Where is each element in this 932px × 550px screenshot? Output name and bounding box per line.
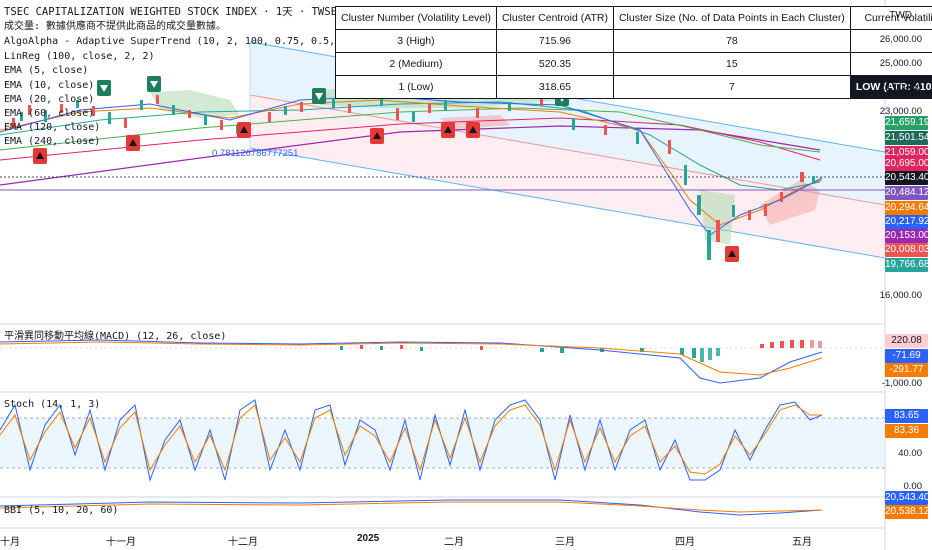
table-cell: 2 (Medium) [335,52,497,76]
stoch-label[interactable]: Stoch (14, 1, 3) [4,399,101,410]
table-row: 3 (High) 715.96 78 [335,29,932,53]
table-header-row: Cluster Number (Volatility Level) Cluste… [335,6,932,30]
macd-pane [0,339,885,384]
table-cell: 3 (High) [335,29,497,53]
table-header-cell: Cluster Number (Volatility Level) [335,6,497,30]
buy-signal-marker [725,246,739,262]
linreg-value-label: 0.781126786777251 [212,148,299,159]
indicator-ema-10[interactable]: EMA (10, close) [4,80,95,91]
currency-label[interactable]: TWD [889,10,912,21]
price-badge: 20,153.00 [885,229,930,243]
table-header-cell: Cluster Size (No. of Data Points in Each… [612,6,851,30]
bbi-ma-badge: 20,538.12 [885,505,930,519]
indicator-ema-60[interactable]: EMA (60, close) [4,108,95,119]
stoch-pane [0,399,885,482]
bbi-pane [0,499,823,516]
table-row: 1 (Low) 318.65 7 LOW (ATR: 410.47) [335,75,932,99]
table-cell: 318.65 [495,75,614,99]
price-badge: 20,294.64 [885,201,930,215]
price-tick: 16,000.00 [879,290,922,301]
volume-note: 成交量: 數據供應商不提供此商品的成交量數據。 [4,21,227,32]
sell-signal-marker [147,76,161,92]
stoch-tick: 0.00 [903,481,923,492]
macd-signal-badge: -291.77 [885,363,928,377]
sell-signal-marker [312,88,326,104]
price-badge: 20,008.03 [885,243,930,257]
candles [12,95,815,260]
price-badge: 20,695.00 [885,157,930,171]
table-row: 2 (Medium) 520.35 15 [335,52,932,76]
macd-tick: -1,000.00 [881,378,922,389]
chart-title: TSEC CAPITALIZATION WEIGHTED STOCK INDEX… [4,6,337,18]
price-badge: 20,217.92 [885,215,930,229]
price-badge: 20,484.12 [885,186,930,200]
table-header-cell: Cluster Centroid (ATR) [495,6,614,30]
price-tick: 24,000.00 [879,82,922,93]
time-tick: 五月 [792,537,812,548]
stoch-d-badge: 83.36 [885,424,928,438]
time-tick: 二月 [444,537,464,548]
indicator-ema-240[interactable]: EMA (240, close) [4,136,101,147]
indicator-supertrend[interactable]: AlgoAlpha - Adaptive SuperTrend (10, 2, … [4,36,420,47]
macd-label[interactable]: 平滑異同移動平均線(MACD) (12, 26, close) [4,331,227,342]
table-cell: 78 [612,29,851,53]
buy-signal-marker [441,122,455,138]
price-badge: 21,059.00 [885,146,930,160]
buy-signal-marker [126,135,140,151]
macd-hist-badge: 220.08 [885,334,928,348]
buy-signal-marker [237,122,251,138]
time-tick: 十二月 [228,537,258,548]
time-tick: 四月 [675,537,695,548]
price-badge: 21,659.19 [885,116,930,130]
buy-signal-marker [370,128,384,144]
price-tick: 26,000.00 [879,34,922,45]
stoch-k-badge: 83.65 [885,409,928,423]
indicator-linreg[interactable]: LinReg (100, close, 2, 2) [4,51,155,62]
indicator-ema-20[interactable]: EMA (20, close) [4,94,95,105]
current-volatility-cell: LOW (ATR: 410.47) [849,75,932,99]
price-badge: 19,766.68 [885,258,930,272]
table-cell: 7 [612,75,851,99]
time-tick: 十一月 [106,537,136,548]
time-tick: 2025 [357,533,380,544]
buy-signal-marker [33,148,47,164]
table-cell: 15 [612,52,851,76]
indicator-ema-5[interactable]: EMA (5, close) [4,65,89,76]
time-tick: 三月 [555,537,575,548]
price-tick: 23,000.00 [879,106,922,117]
bbi-value-badge: 20,543.40 [885,491,930,505]
sell-signal-marker [97,80,111,96]
indicator-ema-120[interactable]: EMA (120, close) [4,122,101,133]
table-cell: 715.96 [495,29,614,53]
cluster-table: Cluster Number (Volatility Level) Cluste… [335,6,932,99]
macd-line-badge: -71.69 [885,349,928,363]
stoch-tick: 40.00 [898,448,922,459]
bbi-label[interactable]: BBI (5, 10, 20, 60) [4,505,119,516]
price-badge: 21,501.54 [885,131,930,145]
price-tick: 25,000.00 [879,58,922,69]
time-tick: 十月 [0,537,20,548]
buy-signal-marker [466,122,480,138]
table-cell: 520.35 [495,52,614,76]
last-price-badge: 20,543.40 [885,171,930,185]
table-cell: 1 (Low) [335,75,497,99]
